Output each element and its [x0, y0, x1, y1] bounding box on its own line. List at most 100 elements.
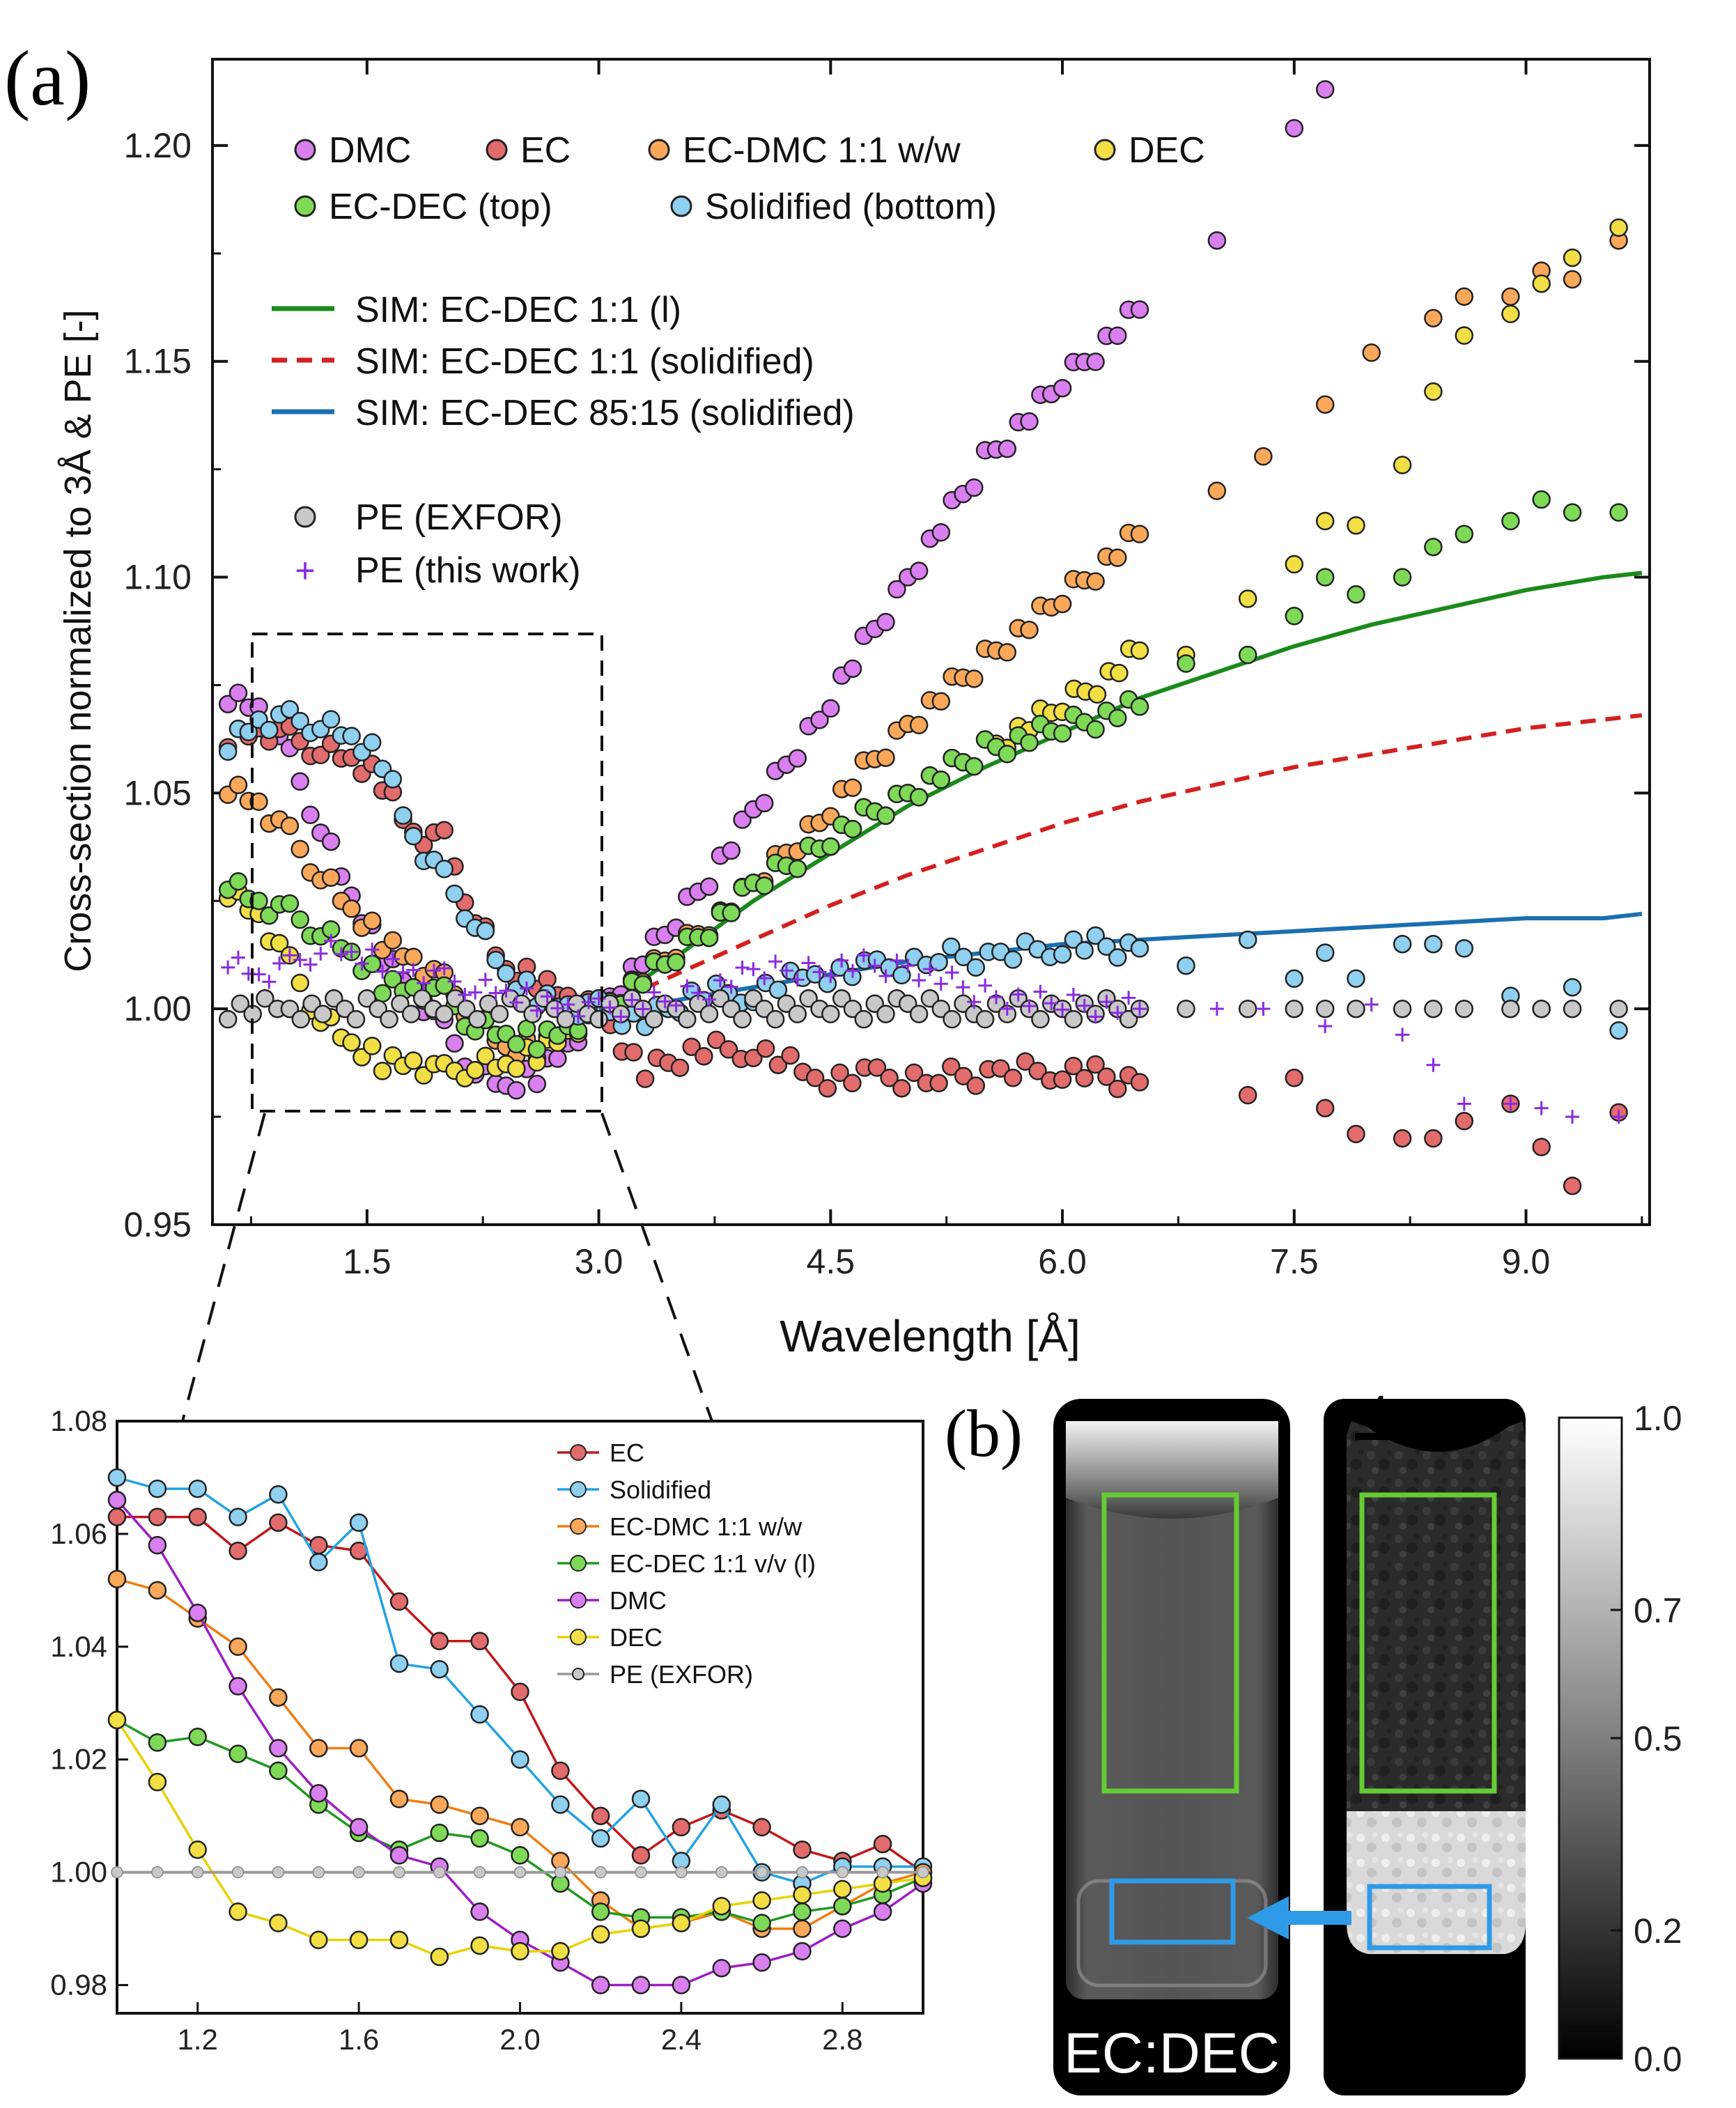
inset-point-dec [511, 1942, 529, 1961]
point-dmc [821, 699, 840, 718]
point-ec-dmc-1-1-w-w [1501, 287, 1520, 307]
point-pe-exfor [876, 1005, 895, 1023]
point-dec [1110, 663, 1129, 683]
point-ec [695, 1047, 713, 1066]
point-dec [1087, 685, 1107, 704]
point-ec [670, 1058, 690, 1078]
point-dmc [548, 1049, 567, 1068]
colorbar-tick-label: 0.2 [1634, 1912, 1682, 1951]
point-pe-this-work [1122, 991, 1136, 1005]
legend-label-dec: DEC [1129, 130, 1205, 171]
point-ec [880, 1069, 899, 1087]
point-pe-exfor [1424, 999, 1443, 1018]
inset-ytick-label: 0.98 [50, 1969, 107, 2001]
point-pe-this-work [702, 992, 717, 1007]
point-ec [1108, 1079, 1127, 1099]
point-ec [1238, 1085, 1257, 1105]
point-ec [942, 1057, 961, 1076]
point-dmc [788, 749, 807, 768]
point-pe-exfor [909, 1005, 929, 1023]
legend-label-ec-dec: EC-DEC (top) [329, 187, 552, 227]
inset-ytick-label: 1.08 [50, 1404, 107, 1437]
inset-point-dmc [107, 1491, 127, 1510]
inset-point-dmc [470, 1902, 489, 1921]
point-ec [1285, 1069, 1304, 1087]
point-pe-this-work [1565, 1110, 1580, 1124]
point-ec [624, 1043, 643, 1062]
inset-point-ec-dmc-1-1-w-w [470, 1806, 489, 1825]
point-solidified-bottom [966, 958, 986, 977]
inset-ytick-label: 1.02 [50, 1743, 107, 1776]
point-ec-dmc-1-1-w-w [1053, 594, 1072, 614]
point-pe-exfor [218, 1009, 238, 1029]
point-dec [362, 1037, 382, 1055]
point-ec [682, 1037, 701, 1056]
point-solidified-bottom [1285, 969, 1304, 989]
legend-marker-dmc [294, 139, 316, 161]
point-solidified-bottom [1086, 926, 1105, 945]
point-pe-this-work [746, 962, 761, 977]
main-ytick-label: 1.15 [124, 342, 192, 381]
point-solidified-bottom [280, 699, 300, 719]
inset-legend-label: EC-DEC 1:1 v/v (l) [610, 1549, 816, 1578]
point-solidified-bottom [404, 827, 423, 846]
main-y-axis: 0.95 1.00 1.05 1.10 1.15 1.20 [124, 126, 1650, 1244]
point-pe-this-work [1395, 1028, 1410, 1042]
legend-label-sim-8515: SIM: EC-DEC 85:15 (solidified) [355, 393, 855, 433]
inset-point-pe-exfor [554, 1866, 567, 1879]
colorbar-tick-label: 0.7 [1634, 1591, 1682, 1630]
point-pe-this-work [1209, 1002, 1224, 1016]
point-ec-dec-top [1501, 511, 1520, 531]
point-ec-dec-top [1455, 525, 1474, 543]
inset-point-pe-exfor [473, 1866, 486, 1879]
series-pe-this-work [221, 933, 1626, 1124]
series-ec-dec-top [218, 490, 1628, 1059]
inset-point-solidified [511, 1750, 529, 1769]
inset-point-solidified [148, 1479, 167, 1498]
inset-point-pe-exfor [393, 1866, 405, 1879]
point-ec-dmc-1-1-w-w [280, 816, 300, 835]
main-xtick-label: 9.0 [1502, 1242, 1551, 1281]
point-dmc [1108, 326, 1127, 346]
point-pe-this-work [724, 979, 738, 994]
point-ec-dec-top [1393, 568, 1412, 587]
point-pe-exfor [920, 989, 940, 1008]
point-ec-dec-top [507, 1034, 526, 1054]
point-dmc [843, 659, 862, 679]
point-pe-exfor [854, 1009, 874, 1029]
point-pe-exfor [754, 999, 774, 1018]
inset-series-pe-exfor [111, 1866, 929, 1879]
point-dmc [228, 683, 248, 702]
point-dmc [1130, 300, 1149, 319]
inset-point-pe-exfor [231, 1866, 245, 1879]
point-solidified-bottom [1238, 930, 1257, 950]
point-solidified-bottom [1393, 934, 1412, 954]
point-pe-this-work [458, 987, 472, 1002]
point-pe-exfor [1064, 1009, 1083, 1029]
inset-point-ec [511, 1682, 529, 1701]
point-pe-exfor [722, 999, 741, 1018]
point-ec-dmc-1-1-w-w [931, 692, 951, 711]
inset-point-ec-dec-1-1-v-v-l [591, 1902, 610, 1921]
inset-point-pe-exfor [917, 1866, 929, 1879]
point-dec [352, 1048, 371, 1067]
inset-y-axis: 0.98 1.00 1.02 1.04 1.06 1.08 [50, 1404, 128, 2001]
point-solidified-bottom [1315, 943, 1335, 962]
point-ec-dec-top [1086, 720, 1105, 739]
inset-point-ec [591, 1806, 610, 1825]
main-ytick-label: 1.20 [124, 126, 192, 165]
colorbar-tick-label: 0.5 [1634, 1719, 1682, 1758]
point-pe-this-work [912, 973, 927, 988]
point-ec-dec-top [373, 984, 392, 1003]
point-pe-this-work [251, 967, 266, 982]
point-dec [507, 1059, 526, 1078]
point-ec [929, 1074, 948, 1093]
point-pe-exfor [699, 1005, 719, 1023]
point-dec [1424, 382, 1443, 401]
inset-point-dmc [752, 1953, 771, 1972]
point-dmc [998, 440, 1017, 458]
point-ec [1455, 1112, 1474, 1131]
inset-point-ec-dmc-1-1-w-w [511, 1818, 529, 1837]
point-dec [465, 1060, 485, 1080]
point-pe-exfor [777, 994, 796, 1013]
